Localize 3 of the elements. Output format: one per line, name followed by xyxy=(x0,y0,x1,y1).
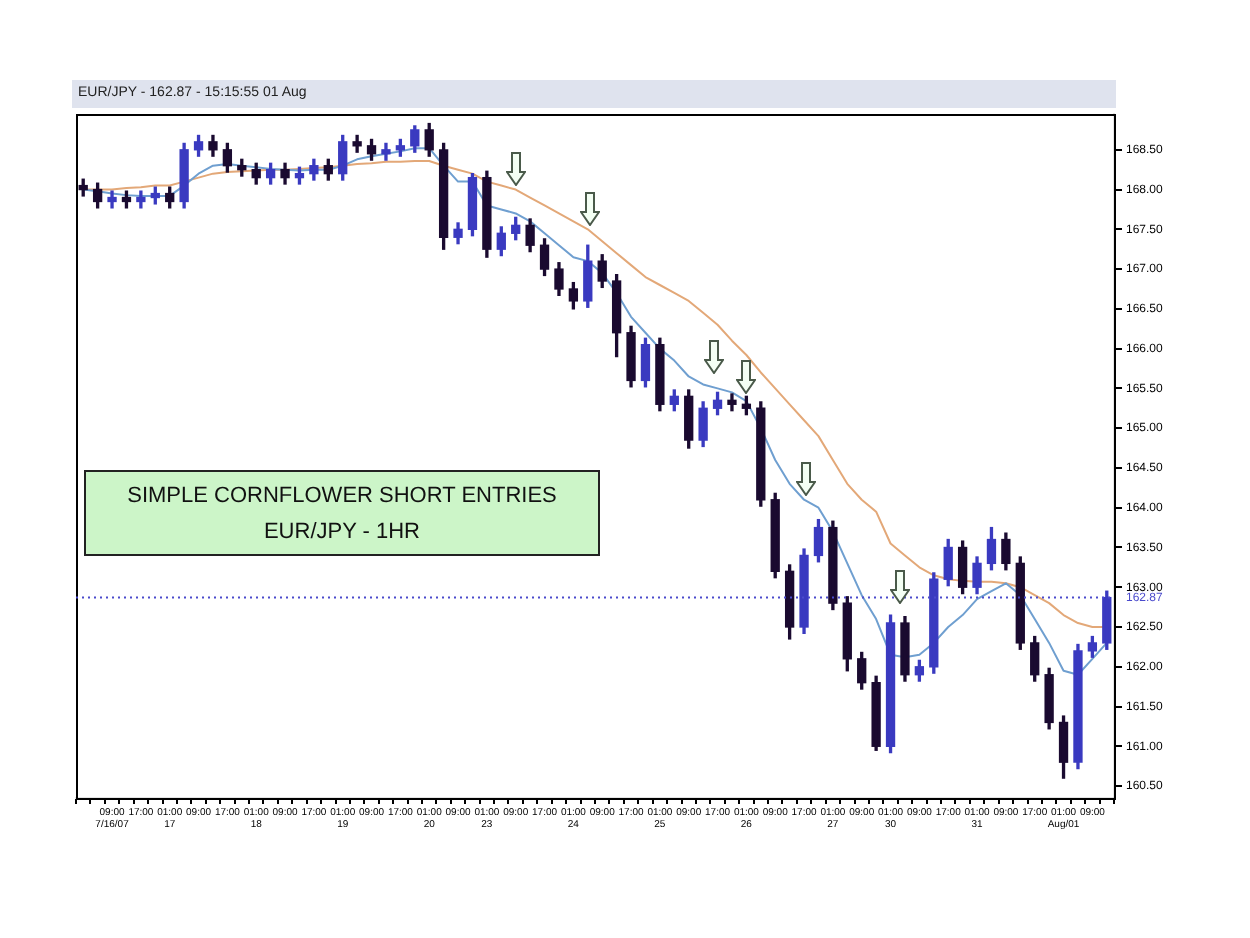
annotation: EUR/JPY - 1HR xyxy=(261,518,423,548)
annotation: SIMPLE CORNFLOWER SHORT ENTRIES xyxy=(125,482,559,512)
label-box: SIMPLE CORNFLOWER SHORT ENTRIES EUR/JPY - 1HR xyxy=(84,470,600,556)
